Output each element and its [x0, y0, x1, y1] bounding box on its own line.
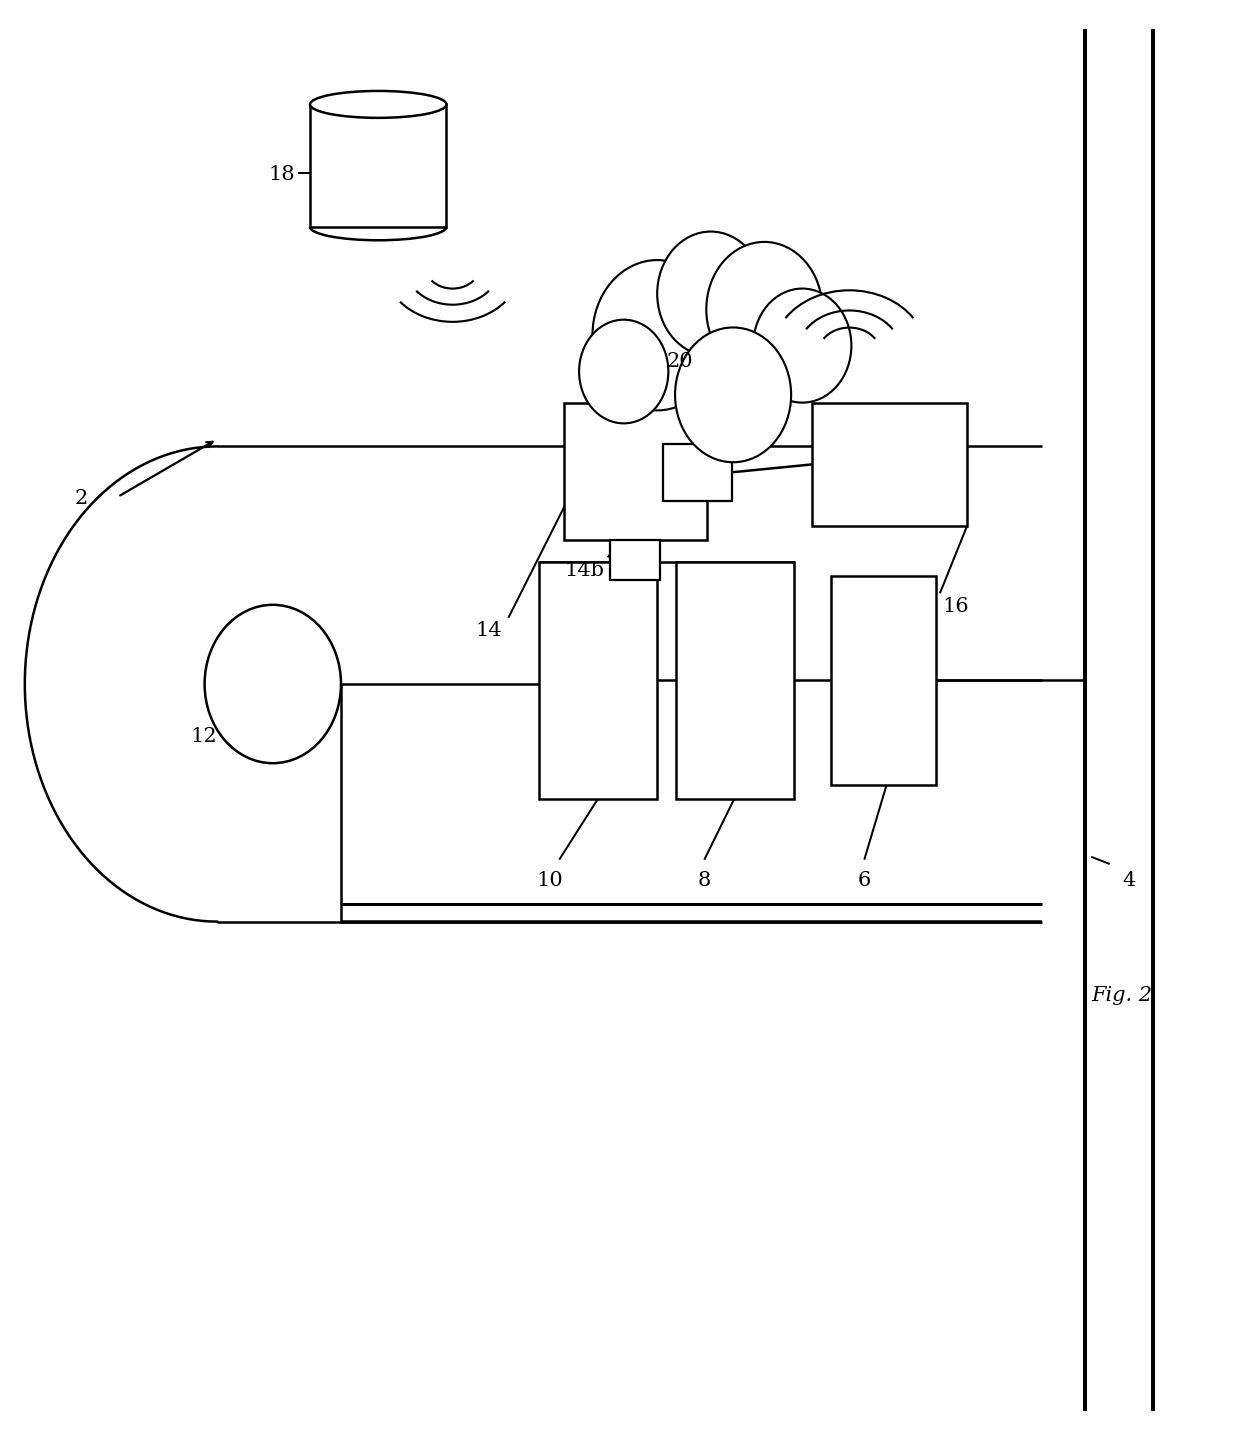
Text: 8: 8	[698, 871, 711, 890]
FancyBboxPatch shape	[564, 403, 707, 540]
Circle shape	[753, 288, 852, 403]
Circle shape	[205, 605, 341, 763]
Text: 6: 6	[858, 871, 870, 890]
Text: 14: 14	[476, 622, 502, 641]
Circle shape	[593, 261, 722, 410]
FancyBboxPatch shape	[812, 403, 967, 526]
Circle shape	[707, 242, 822, 377]
Text: 12: 12	[191, 727, 217, 746]
Circle shape	[657, 232, 764, 356]
FancyBboxPatch shape	[539, 562, 657, 799]
FancyBboxPatch shape	[310, 105, 446, 228]
Circle shape	[675, 327, 791, 462]
FancyBboxPatch shape	[831, 576, 936, 785]
FancyBboxPatch shape	[663, 444, 732, 501]
Text: 10: 10	[536, 871, 563, 890]
FancyBboxPatch shape	[610, 540, 660, 580]
Text: 14b: 14b	[564, 562, 604, 580]
Ellipse shape	[310, 91, 446, 118]
Text: 16: 16	[942, 598, 968, 616]
Text: 20: 20	[666, 353, 693, 372]
Text: 4: 4	[1122, 871, 1136, 890]
Circle shape	[579, 320, 668, 423]
FancyBboxPatch shape	[676, 562, 794, 799]
Text: Fig. 2: Fig. 2	[1091, 986, 1152, 1005]
Text: 2: 2	[74, 490, 88, 508]
Text: 18: 18	[269, 166, 295, 184]
